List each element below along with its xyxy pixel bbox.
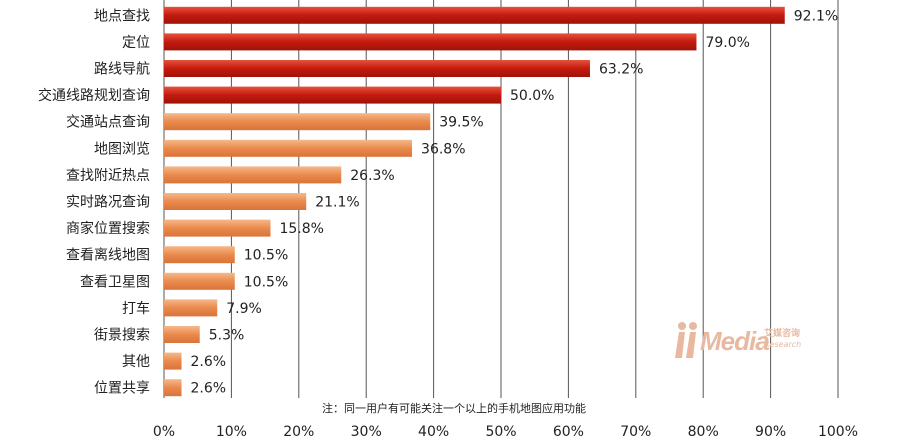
category-label: 路线导航 [94, 62, 150, 78]
x-tick-label: 90% [755, 424, 786, 440]
category-labels: 地点查找定位路线导航交通线路规划查询交通站点查询地图浏览查找附近热点实时路况查询… [38, 8, 150, 396]
category-label: 定位 [122, 35, 150, 51]
imedia-logo-mark-icon [675, 322, 697, 358]
value-label: 26.3% [350, 168, 394, 184]
x-tick-label: 10% [216, 424, 247, 440]
value-label: 36.8% [421, 141, 465, 157]
bar [164, 193, 307, 210]
x-tick-label: 80% [688, 424, 719, 440]
value-label: 92.1% [794, 8, 838, 24]
value-label: 21.1% [315, 195, 359, 211]
category-label: 商家位置搜索 [66, 220, 150, 237]
x-axis-ticks: 0% 10% 20% 30% 40% 50% 60% 70% 80% 90% 100% [153, 424, 858, 440]
bar [164, 113, 431, 131]
x-tick-label: 70% [620, 424, 651, 440]
bar [164, 139, 413, 157]
value-label: 15.8% [279, 221, 323, 237]
value-label: 10.5% [244, 274, 288, 290]
imedia-logo: Media 艾媒咨询 Research [672, 320, 802, 362]
x-tick-label: 60% [553, 424, 584, 440]
bar [164, 219, 271, 237]
logo-main-text: Media [700, 326, 770, 356]
x-tick-label: 30% [351, 424, 382, 440]
bar [164, 6, 785, 24]
bar [164, 326, 200, 343]
category-label: 地点查找 [94, 8, 150, 24]
category-label: 交通站点查询 [66, 114, 150, 131]
category-label: 地图浏览 [94, 141, 150, 157]
x-tick-label: 20% [283, 424, 314, 440]
value-label: 10.5% [244, 248, 288, 264]
bar [164, 272, 235, 290]
bar [164, 166, 342, 184]
category-label: 街景搜索 [94, 327, 150, 344]
value-label: 63.2% [599, 62, 643, 78]
value-label: 50.0% [510, 88, 554, 104]
category-label: 实时路况查询 [66, 195, 150, 211]
value-label: 2.6% [191, 354, 227, 370]
x-tick-label: 100% [818, 424, 858, 440]
category-label: 查看离线地图 [66, 247, 150, 264]
category-label: 查看卫星图 [80, 274, 150, 290]
bar [164, 33, 697, 51]
bar [164, 246, 235, 264]
category-label: 打车 [122, 300, 150, 317]
logo-cn-text: 艾媒咨询 [764, 329, 801, 339]
value-label: 2.6% [191, 381, 227, 397]
bar [164, 379, 182, 397]
bar [164, 60, 590, 77]
logo-en-text: Research [764, 340, 802, 349]
chart-note: 注：同一用户有可能关注一个以上的手机地图应用功能 [322, 402, 586, 415]
x-tick-label: 40% [418, 424, 449, 440]
category-label: 其他 [122, 354, 150, 370]
x-tick-label: 0% [153, 424, 175, 440]
value-labels: 92.1% 79.0% 63.2% 50.0% 39.5% 36.8% 26.3% 21.1%… [191, 8, 839, 396]
category-label: 位置共享 [94, 380, 150, 397]
category-label: 查找附近热点 [66, 168, 150, 184]
bar [164, 352, 182, 370]
bar [164, 86, 501, 104]
x-tick-label: 50% [485, 424, 516, 440]
value-label: 7.9% [226, 301, 262, 317]
bar [164, 299, 218, 317]
category-label: 交通线路规划查询 [38, 87, 150, 104]
value-label: 39.5% [439, 115, 483, 131]
bars [164, 6, 785, 397]
value-label: 79.0% [705, 35, 749, 51]
value-label: 5.3% [209, 328, 245, 344]
